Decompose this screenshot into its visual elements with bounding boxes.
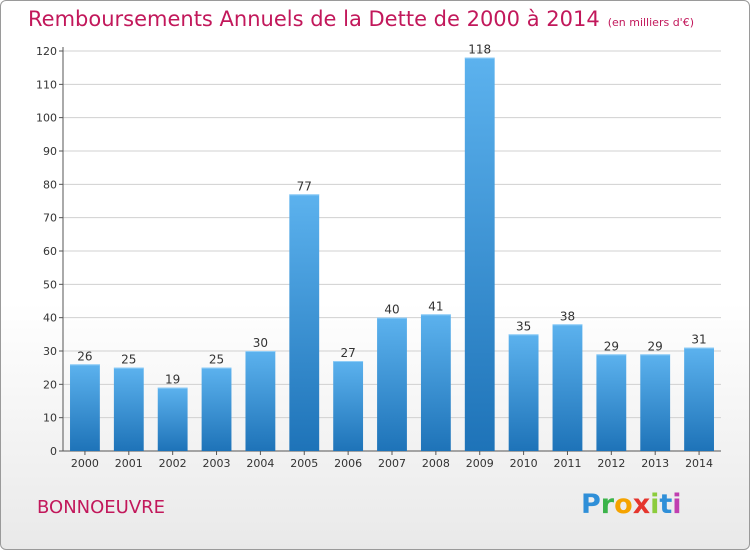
y-tick-label: 10: [43, 412, 57, 425]
y-tick-label: 70: [43, 212, 57, 225]
bar: [377, 317, 407, 451]
data-label: 19: [165, 373, 180, 387]
y-tick-label: 100: [36, 112, 57, 125]
bar: [596, 354, 627, 451]
brand-logo: Proxiti: [581, 489, 682, 520]
x-tick-label: 2002: [159, 457, 187, 470]
x-tick-label: 2011: [553, 457, 581, 470]
data-label: 77: [297, 179, 312, 193]
bar: [201, 367, 232, 451]
bar: [245, 351, 276, 451]
bar: [333, 361, 364, 451]
x-tick-label: 2007: [378, 457, 406, 470]
x-tick-label: 2003: [203, 457, 231, 470]
brand-letter: x: [632, 489, 651, 520]
bar: [640, 354, 671, 451]
bar: [464, 57, 495, 452]
data-label: 25: [209, 353, 224, 367]
data-label: 29: [648, 339, 663, 353]
x-tick-label: 2014: [685, 457, 713, 470]
bar: [113, 367, 144, 451]
data-label: 25: [121, 353, 136, 367]
x-tick-label: 2008: [422, 457, 450, 470]
x-tick-label: 2009: [466, 457, 494, 470]
data-label: 118: [468, 43, 491, 57]
x-tick-label: 2004: [246, 457, 274, 470]
y-tick-label: 80: [43, 178, 57, 191]
x-tick-label: 2005: [290, 457, 318, 470]
data-label: 29: [604, 339, 619, 353]
y-tick-label: 40: [43, 312, 57, 325]
bar: [289, 194, 320, 452]
x-tick-label: 2013: [641, 457, 669, 470]
brand-letter: o: [614, 489, 633, 520]
x-tick-label: 2010: [510, 457, 538, 470]
brand-letter: i: [650, 489, 660, 520]
data-label: 41: [428, 299, 443, 313]
commune-name: BONNOEUVRE: [37, 497, 166, 518]
y-tick-label: 110: [36, 78, 57, 91]
y-tick-label: 30: [43, 345, 57, 358]
y-tick-label: 120: [36, 45, 57, 58]
y-tick-label: 0: [50, 445, 57, 458]
bar: [70, 364, 100, 451]
data-label: 38: [560, 309, 575, 323]
data-label: 40: [384, 303, 399, 317]
x-tick-label: 2001: [115, 457, 143, 470]
brand-letter: r: [600, 489, 615, 520]
bar: [684, 347, 714, 451]
brand-letter: P: [581, 489, 601, 520]
data-label: 30: [253, 336, 268, 350]
bar: [420, 314, 451, 451]
y-tick-label: 60: [43, 245, 57, 258]
y-tick-label: 50: [43, 278, 57, 291]
bar: [552, 324, 583, 451]
chart-title-text: Remboursements Annuels de la Dette de 20…: [28, 7, 600, 31]
y-tick-label: 20: [43, 378, 57, 391]
x-tick-label: 2012: [597, 457, 625, 470]
data-label: 31: [691, 333, 706, 347]
y-tick-label: 90: [43, 145, 57, 158]
data-label: 35: [516, 319, 531, 333]
x-tick-label: 2000: [71, 457, 99, 470]
brand-letter: t: [659, 489, 673, 520]
bar: [508, 334, 539, 451]
data-label: 27: [340, 346, 355, 360]
chart-title: Remboursements Annuels de la Dette de 20…: [28, 7, 694, 31]
chart-unit: (en milliers d'€): [607, 16, 694, 29]
x-tick-label: 2006: [334, 457, 362, 470]
brand-letter: i: [672, 489, 682, 520]
data-label: 26: [77, 349, 92, 363]
bar: [157, 387, 188, 451]
